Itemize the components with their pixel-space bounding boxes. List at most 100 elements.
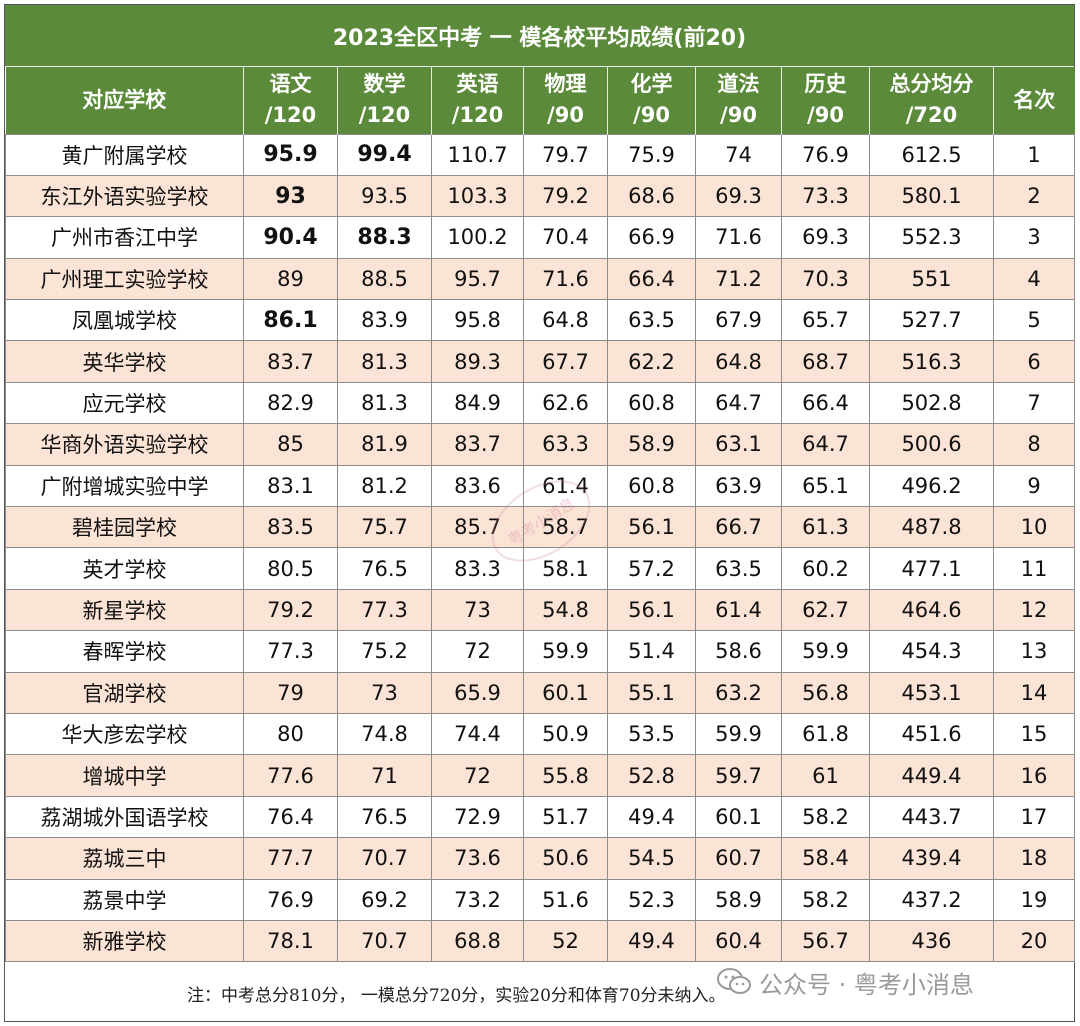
score-cell: 61.3	[781, 506, 870, 549]
column-header-max: /90	[633, 103, 670, 128]
score-cell: 59.9	[781, 630, 870, 673]
school-name-cell: 广州市香江中学	[5, 216, 244, 259]
score-cell: 53.5	[607, 712, 696, 756]
table-row: 凤凰城学校 86.1 83.9 95.8 64.8 63.5 67.9 65.7 527.7 5	[5, 299, 1075, 342]
score-cell: 437.2	[869, 878, 994, 921]
score-cell: 70.7	[337, 837, 432, 880]
table-row: 荔城三中 77.7 70.7 73.6 50.6 54.5 60.7 58.4 439.4 18	[5, 837, 1075, 880]
score-cell: 436	[869, 919, 994, 963]
score-cell: 110.7	[431, 133, 524, 176]
column-header-label: 物理	[544, 72, 587, 97]
table-row: 华商外语实验学校 85 81.9 83.7 63.3 58.9 63.1 64.7 500.6 8	[5, 423, 1075, 466]
score-cell: 79.7	[523, 133, 608, 176]
score-cell: 83.7	[243, 340, 338, 383]
score-cell: 60.8	[607, 381, 696, 425]
score-cell: 56.1	[607, 506, 696, 549]
table-row: 增城中学 77.6 71 72 55.8 52.8 59.7 61 449.4 16	[5, 754, 1075, 797]
score-cell: 78.1	[243, 919, 338, 963]
rank-cell: 2	[993, 174, 1075, 218]
score-cell: 496.2	[869, 464, 994, 508]
score-cell: 69.3	[781, 216, 870, 259]
score-cell: 76.9	[781, 133, 870, 176]
score-cell: 71.2	[695, 257, 782, 301]
score-cell: 552.3	[869, 216, 994, 259]
score-cell: 70.3	[781, 257, 870, 301]
score-cell: 52.8	[607, 754, 696, 797]
score-cell: 93.5	[337, 174, 432, 218]
score-cell: 103.3	[431, 174, 524, 218]
score-cell: 58.1	[523, 547, 608, 590]
score-cell: 68.7	[781, 340, 870, 383]
score-cell: 51.4	[607, 630, 696, 673]
score-cell: 83.1	[243, 464, 338, 508]
rank-cell: 14	[993, 671, 1075, 714]
score-cell: 77.6	[243, 754, 338, 797]
score-cell: 74.4	[431, 712, 524, 756]
table-row: 新星学校 79.2 77.3 73 54.8 56.1 61.4 62.7 464.6 12	[5, 588, 1075, 632]
school-name-cell: 荔景中学	[5, 878, 244, 921]
rank-cell: 19	[993, 878, 1075, 921]
score-cell: 54.8	[523, 588, 608, 632]
score-cell: 454.3	[869, 630, 994, 673]
stamp-text: 粤考小消息	[504, 493, 578, 549]
score-cell: 56.1	[607, 588, 696, 632]
score-cell: 49.4	[607, 919, 696, 963]
score-cell: 79.2	[243, 588, 338, 632]
score-cell: 62.2	[607, 340, 696, 383]
score-cell: 81.2	[337, 464, 432, 508]
rank-cell: 7	[993, 381, 1075, 425]
score-cell: 79	[243, 671, 338, 714]
table-row: 广附增城实验中学 83.1 81.2 83.6 61.4 60.8 63.9 65.1 496.…	[5, 464, 1075, 508]
table-row: 英才学校 80.5 76.5 83.3 58.1 57.2 63.5 60.2 477.1 11	[5, 547, 1075, 590]
column-header: 名次	[993, 67, 1075, 134]
score-cell: 84.9	[431, 381, 524, 425]
rank-cell: 20	[993, 919, 1075, 963]
score-cell: 81.3	[337, 340, 432, 383]
score-cell: 57.2	[607, 547, 696, 590]
score-cell: 56.7	[781, 919, 870, 963]
school-name-cell: 荔湖城外国语学校	[5, 795, 244, 839]
rank-cell: 8	[993, 423, 1075, 466]
score-cell: 61.4	[523, 464, 608, 508]
score-cell: 63.2	[695, 671, 782, 714]
score-cell: 83.6	[431, 464, 524, 508]
school-name-cell: 广州理工实验学校	[5, 257, 244, 301]
score-cell: 551	[869, 257, 994, 301]
score-cell: 81.3	[337, 381, 432, 425]
score-cell: 77.3	[337, 588, 432, 632]
score-cell: 64.7	[781, 423, 870, 466]
school-name-cell: 碧桂园学校	[5, 506, 244, 549]
score-cell: 70.4	[523, 216, 608, 259]
score-cell: 59.9	[695, 712, 782, 756]
score-cell: 580.1	[869, 174, 994, 218]
table-row: 应元学校 82.9 81.3 84.9 62.6 60.8 64.7 66.4 502.8 7	[5, 381, 1075, 425]
score-cell: 76.4	[243, 795, 338, 839]
score-cell: 58.4	[781, 837, 870, 880]
rank-cell: 17	[993, 795, 1075, 839]
column-header: 历史/90	[781, 67, 870, 134]
score-cell: 75.9	[607, 133, 696, 176]
score-cell: 72	[431, 630, 524, 673]
rank-cell: 10	[993, 506, 1075, 549]
watermark: 公众号 · 粤考小消息	[717, 962, 974, 1002]
score-cell: 464.6	[869, 588, 994, 632]
school-name-cell: 英才学校	[5, 547, 244, 590]
score-cell: 66.7	[695, 506, 782, 549]
column-header: 对应学校	[5, 67, 244, 134]
wechat-icon	[717, 968, 751, 996]
watermark-text: 公众号 · 粤考小消息	[759, 970, 974, 999]
score-cell: 63.1	[695, 423, 782, 466]
table-row: 广州理工实验学校 89 88.5 95.7 71.6 66.4 71.2 70.3 551 4	[5, 257, 1075, 301]
score-cell: 70.7	[337, 919, 432, 963]
rank-cell: 12	[993, 588, 1075, 632]
score-cell: 65.1	[781, 464, 870, 508]
score-cell: 69.2	[337, 878, 432, 921]
score-cell: 60.8	[607, 464, 696, 508]
school-name-cell: 增城中学	[5, 754, 244, 797]
score-cell: 52.3	[607, 878, 696, 921]
column-header-label: 道法	[717, 72, 760, 97]
school-name-cell: 应元学校	[5, 381, 244, 425]
score-cell: 500.6	[869, 423, 994, 466]
table-row: 荔景中学 76.9 69.2 73.2 51.6 52.3 58.9 58.2 437.2 19	[5, 878, 1075, 921]
score-cell: 88.5	[337, 257, 432, 301]
